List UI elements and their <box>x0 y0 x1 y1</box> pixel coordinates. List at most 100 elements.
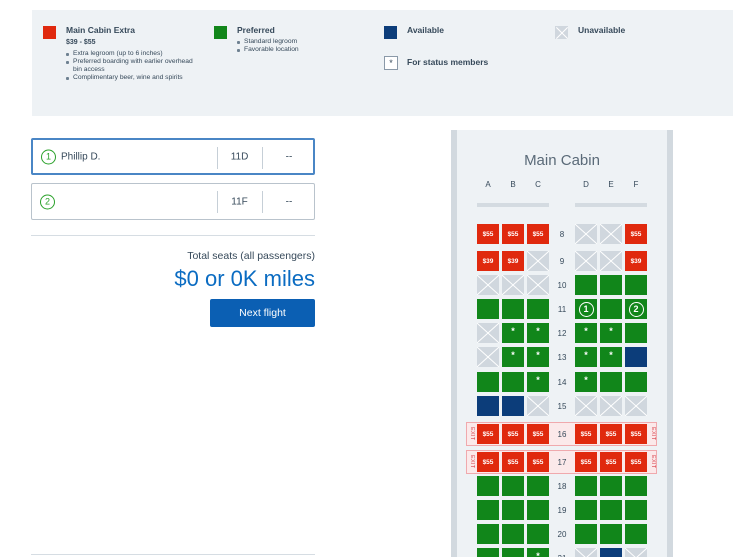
seat-15d <box>575 396 597 416</box>
passenger-seat: 11F <box>231 196 248 207</box>
seat-18e[interactable] <box>600 476 622 496</box>
total-seats-label: Total seats (all passengers) <box>187 250 315 262</box>
seat-9d <box>575 251 597 271</box>
seat-17f[interactable]: $55 <box>625 452 647 472</box>
seat-21a[interactable] <box>477 548 499 557</box>
row-number: 12 <box>557 329 567 338</box>
seat-18c[interactable] <box>527 476 549 496</box>
status-star-icon: * <box>511 325 515 336</box>
seat-17e[interactable]: $55 <box>600 452 622 472</box>
seat-18a[interactable] <box>477 476 499 496</box>
seat-21e[interactable] <box>600 548 622 557</box>
seat-10e[interactable] <box>600 275 622 295</box>
seat-15b[interactable] <box>502 396 524 416</box>
column-bar-left <box>477 203 549 207</box>
seat-16c[interactable]: $55 <box>527 424 549 444</box>
seat-14c[interactable]: * <box>527 372 549 392</box>
seat-15a[interactable] <box>477 396 499 416</box>
seat-16d[interactable]: $55 <box>575 424 597 444</box>
seat-13f[interactable] <box>625 347 647 367</box>
status-star-icon: * <box>536 374 540 385</box>
seat-14e[interactable] <box>600 372 622 392</box>
seat-16f[interactable]: $55 <box>625 424 647 444</box>
seat-18f[interactable] <box>625 476 647 496</box>
seat-11c[interactable] <box>527 299 549 319</box>
seat-19d[interactable] <box>575 500 597 520</box>
seat-12f[interactable] <box>625 323 647 343</box>
main-cabin-extra-price: $39 - $55 <box>66 39 96 46</box>
seat-20c[interactable] <box>527 524 549 544</box>
seat-21b[interactable] <box>502 548 524 557</box>
seat-13d[interactable]: * <box>575 347 597 367</box>
seat-19b[interactable] <box>502 500 524 520</box>
seat-10f[interactable] <box>625 275 647 295</box>
seat-13b[interactable]: * <box>502 347 524 367</box>
row-number: 19 <box>557 506 567 515</box>
seat-13c[interactable]: * <box>527 347 549 367</box>
seat-8f[interactable]: $55 <box>625 224 647 244</box>
status-members-title: For status members <box>407 57 489 67</box>
seat-11a[interactable] <box>477 299 499 319</box>
selected-passenger-badge: 2 <box>628 301 644 317</box>
seat-20a[interactable] <box>477 524 499 544</box>
next-flight-button[interactable]: Next flight <box>210 299 315 327</box>
column-label-e: E <box>608 180 614 189</box>
seat-8a[interactable]: $55 <box>477 224 499 244</box>
seat-8c[interactable]: $55 <box>527 224 549 244</box>
seat-19f[interactable] <box>625 500 647 520</box>
benefit-item: Favorable location <box>237 46 372 54</box>
seat-17a[interactable]: $55 <box>477 452 499 472</box>
seat-9c <box>527 251 549 271</box>
seat-12e[interactable]: * <box>600 323 622 343</box>
row-number: 21 <box>552 554 572 557</box>
seat-11e[interactable] <box>600 299 622 319</box>
seat-14b[interactable] <box>502 372 524 392</box>
seat-11b[interactable] <box>502 299 524 319</box>
status-star-icon: * <box>536 325 540 336</box>
column-bar-right <box>575 203 647 207</box>
seat-17c[interactable]: $55 <box>527 452 549 472</box>
seat-14f[interactable] <box>625 372 647 392</box>
divider <box>31 554 315 555</box>
seat-20d[interactable] <box>575 524 597 544</box>
seat-10d[interactable] <box>575 275 597 295</box>
available-swatch <box>384 26 397 39</box>
seat-20e[interactable] <box>600 524 622 544</box>
seat-8b[interactable]: $55 <box>502 224 524 244</box>
seat-12a <box>477 323 499 343</box>
main-cabin-extra-title: Main Cabin Extra <box>66 25 135 35</box>
unavailable-swatch <box>555 26 568 39</box>
seat-16e[interactable]: $55 <box>600 424 622 444</box>
seat-11f[interactable]: 2 <box>625 299 647 319</box>
seat-12b[interactable]: * <box>502 323 524 343</box>
seat-12c[interactable]: * <box>527 323 549 343</box>
seat-21c[interactable]: * <box>527 548 549 557</box>
seat-16b[interactable]: $55 <box>502 424 524 444</box>
seat-17b[interactable]: $55 <box>502 452 524 472</box>
passenger-row-1[interactable]: 1 Phillip D. 11D -- <box>31 138 315 175</box>
seat-9f[interactable]: $39 <box>625 251 647 271</box>
row-number: 8 <box>559 230 565 239</box>
seat-19e[interactable] <box>600 500 622 520</box>
row-number: 18 <box>557 482 567 491</box>
seat-9b[interactable]: $39 <box>502 251 524 271</box>
seat-14a[interactable] <box>477 372 499 392</box>
status-star-icon: * <box>511 349 515 360</box>
seat-18b[interactable] <box>502 476 524 496</box>
seat-9a[interactable]: $39 <box>477 251 499 271</box>
seat-19c[interactable] <box>527 500 549 520</box>
seat-10a <box>477 275 499 295</box>
seat-17d[interactable]: $55 <box>575 452 597 472</box>
divider <box>262 191 263 213</box>
seat-19a[interactable] <box>477 500 499 520</box>
seat-13e[interactable]: * <box>600 347 622 367</box>
seat-14d[interactable]: * <box>575 372 597 392</box>
seat-20b[interactable] <box>502 524 524 544</box>
seat-11d[interactable]: 1 <box>575 299 597 319</box>
seat-20f[interactable] <box>625 524 647 544</box>
seat-18d[interactable] <box>575 476 597 496</box>
seat-12d[interactable]: * <box>575 323 597 343</box>
seat-16a[interactable]: $55 <box>477 424 499 444</box>
seat-15c <box>527 396 549 416</box>
passenger-row-2[interactable]: 2 11F -- <box>31 183 315 220</box>
